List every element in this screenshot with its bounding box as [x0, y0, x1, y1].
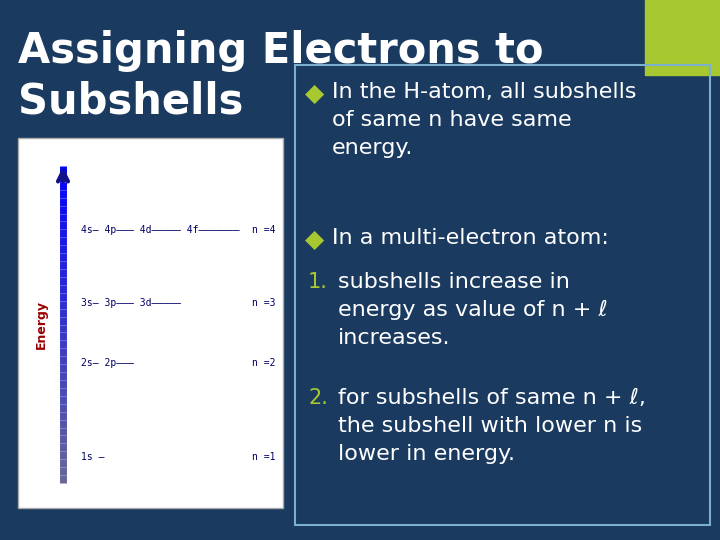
Text: 4s– 4p––– 4d––––– 4f–––––––: 4s– 4p––– 4d––––– 4f–––––––: [81, 225, 240, 235]
Text: Assigning Electrons to: Assigning Electrons to: [18, 30, 544, 72]
Text: In the H-atom, all subshells
of same n have same
energy.: In the H-atom, all subshells of same n h…: [332, 82, 636, 158]
Text: Subshells: Subshells: [18, 80, 243, 122]
Text: 2.: 2.: [308, 388, 328, 408]
Text: 2s– 2p–––: 2s– 2p–––: [81, 358, 134, 368]
Text: n =4: n =4: [251, 225, 275, 235]
Bar: [18, 138, 283, 508]
Text: ◆: ◆: [305, 228, 324, 252]
Bar: [295, 65, 710, 525]
Text: 1s –: 1s –: [81, 452, 104, 462]
Text: subshells increase in
energy as value of n + ℓ
increases.: subshells increase in energy as value of…: [338, 272, 608, 348]
Text: n =1: n =1: [251, 452, 275, 462]
Text: In a multi-electron atom:: In a multi-electron atom:: [332, 228, 609, 248]
Text: ◆: ◆: [305, 82, 324, 106]
Text: for subshells of same n + ℓ,
the subshell with lower n is
lower in energy.: for subshells of same n + ℓ, the subshel…: [338, 388, 646, 464]
Bar: [645, 0, 720, 75]
Text: Energy: Energy: [35, 300, 48, 349]
Text: n =3: n =3: [251, 298, 275, 308]
Text: 1.: 1.: [308, 272, 328, 292]
Text: 3s– 3p––– 3d–––––: 3s– 3p––– 3d–––––: [81, 298, 181, 308]
Text: n =2: n =2: [251, 358, 275, 368]
